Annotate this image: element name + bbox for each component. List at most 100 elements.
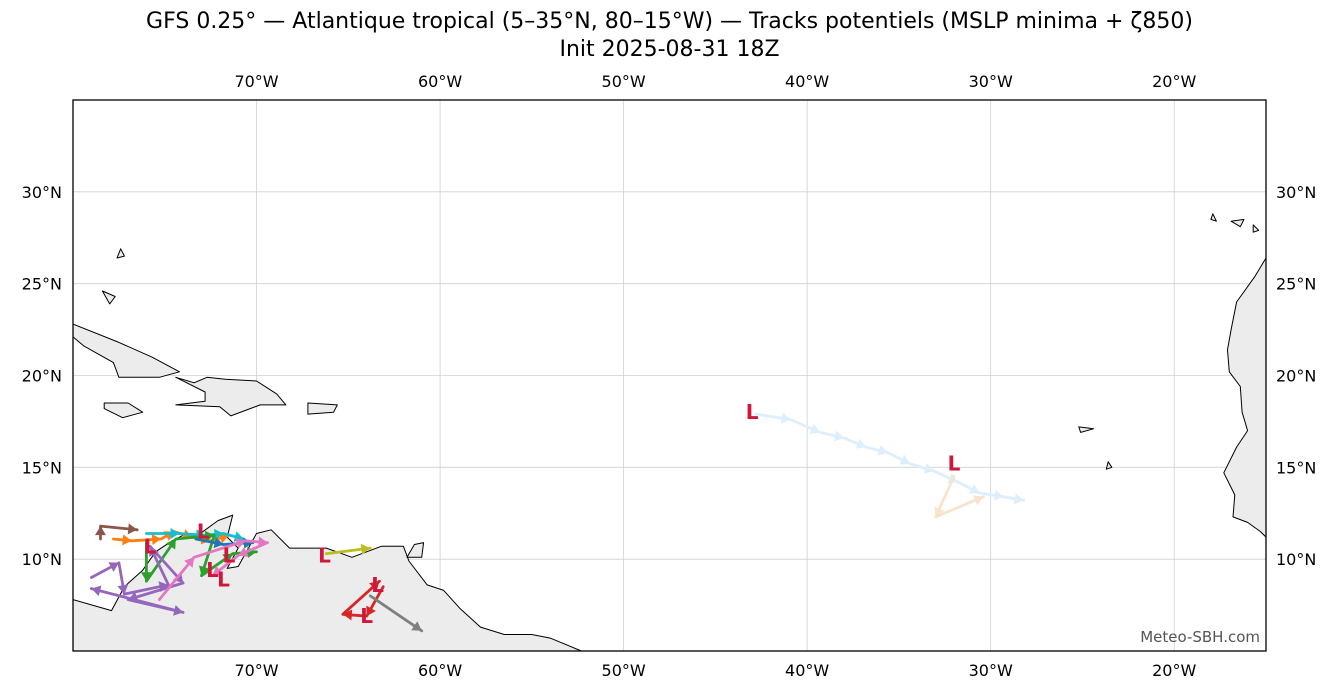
track-arrowhead [238, 546, 249, 557]
y-tick-label-right: 10°N [1276, 550, 1316, 569]
low-marker: L [371, 573, 384, 597]
x-tick-label-bottom: 70°W [234, 661, 278, 680]
track-arrowhead [923, 463, 934, 474]
track-arrowhead [855, 438, 866, 449]
track-arrowhead [151, 534, 162, 545]
track-arrowhead [140, 572, 152, 582]
chart-title-line1: GFS 0.25° — Atlantique tropical (5–35°N,… [146, 9, 1193, 34]
land-polygon [307, 402, 338, 415]
track-arrowhead [166, 539, 176, 550]
x-tick-label-bottom: 30°W [969, 661, 1013, 680]
track-arrowhead [95, 526, 106, 536]
x-tick-label-bottom: 40°W [785, 661, 829, 680]
track-arrowhead [833, 430, 844, 442]
land-polygon [406, 542, 425, 558]
land-polygon [116, 248, 125, 259]
low-marker: L [318, 543, 331, 567]
low-marker: L [197, 520, 210, 544]
x-tick-label-bottom: 50°W [602, 661, 646, 680]
track-arrowhead [122, 534, 132, 546]
track-arrowhead [258, 536, 268, 548]
track-arrowhead [411, 621, 422, 631]
land-polygon [1252, 224, 1260, 233]
track-arrowhead [899, 454, 910, 465]
x-tick-label-bottom: 20°W [1152, 661, 1196, 680]
track-arrowhead [809, 423, 820, 434]
y-tick-label-left: 15°N [22, 458, 62, 477]
track-arrowhead [360, 543, 371, 555]
track-line [341, 579, 385, 618]
y-tick-label-left: 10°N [22, 550, 62, 569]
x-tick-label-top: 20°W [1152, 72, 1196, 91]
track-arrowhead [91, 585, 102, 597]
plot-frame [72, 99, 1267, 652]
credit-label: Meteo-SBH.com [1140, 628, 1260, 646]
y-tick-label-left: 25°N [22, 275, 62, 294]
x-tick-label-top: 40°W [785, 72, 829, 91]
land-polygon [1210, 213, 1217, 222]
track-arrowhead [184, 557, 195, 568]
track-arrowhead [780, 412, 791, 424]
x-tick-label-bottom: 60°W [418, 661, 462, 680]
low-marker: L [144, 534, 157, 558]
track-arrowhead [108, 562, 119, 572]
x-tick-label-top: 70°W [234, 72, 278, 91]
y-tick-label-left: 20°N [22, 367, 62, 386]
y-tick-label-left: 30°N [22, 183, 62, 202]
x-tick-label-top: 60°W [418, 72, 462, 91]
track-line [368, 594, 424, 633]
land-polygon [73, 323, 180, 378]
land-layer [73, 213, 1266, 651]
track-arrowhead [877, 445, 888, 456]
track-arrowhead [222, 553, 233, 564]
track-arrowhead [128, 591, 139, 603]
track-arrowhead [366, 605, 376, 617]
track-arrowhead [213, 537, 224, 549]
land-polygon [1105, 461, 1113, 470]
x-tick-label-top: 30°W [969, 72, 1013, 91]
track-arrowhead [969, 484, 980, 494]
track-arrowhead [117, 584, 129, 595]
track-arrowhead [212, 565, 223, 576]
track-arrowhead [214, 528, 224, 540]
y-tick-label-right: 30°N [1276, 183, 1316, 202]
land-polygon [1223, 257, 1266, 538]
y-tick-label-right: 20°N [1276, 367, 1316, 386]
track-arrowhead [972, 495, 984, 506]
gridlines [73, 100, 1266, 651]
low-marker: L [360, 604, 373, 628]
track-line [157, 539, 270, 601]
x-tick-label-top: 50°W [602, 72, 646, 91]
tracks-layer [90, 412, 1026, 633]
y-tick-label-right: 25°N [1276, 275, 1316, 294]
chart-title: GFS 0.25° — Atlantique tropical (5–35°N,… [0, 8, 1339, 64]
land-polygon [175, 376, 287, 417]
chart-title-line2: Init 2025-08-31 18Z [559, 37, 780, 62]
land-polygon [1230, 218, 1245, 228]
land-polygon [101, 290, 116, 305]
track-arrowhead [127, 523, 138, 535]
low-marker: L [217, 567, 230, 591]
low-marker: L [746, 400, 759, 424]
track-arrowhead [369, 581, 380, 592]
track-arrowhead [342, 609, 353, 621]
low-marker: L [223, 543, 236, 567]
y-tick-label-right: 15°N [1276, 458, 1316, 477]
low-marker: L [948, 452, 961, 476]
track-arrowhead [149, 546, 159, 557]
axis-ticks: 70°W 70°W 60°W 60°W 50°W 50°W 40°W 40°W 30°W 30°W… [22, 72, 1317, 680]
land-polygon [1078, 426, 1094, 433]
track-arrowhead [173, 605, 184, 616]
track-arrowhead [934, 506, 945, 517]
track-arrowhead [993, 489, 1004, 501]
track-arrowhead [204, 530, 215, 542]
track-arrowhead [170, 528, 180, 539]
track-arrowhead [158, 581, 169, 593]
low-marker: L [206, 558, 219, 582]
track-arrowhead [199, 565, 210, 576]
track-arrowhead [1013, 493, 1024, 505]
land-polygon [103, 402, 144, 419]
track-arrowhead [235, 538, 246, 549]
